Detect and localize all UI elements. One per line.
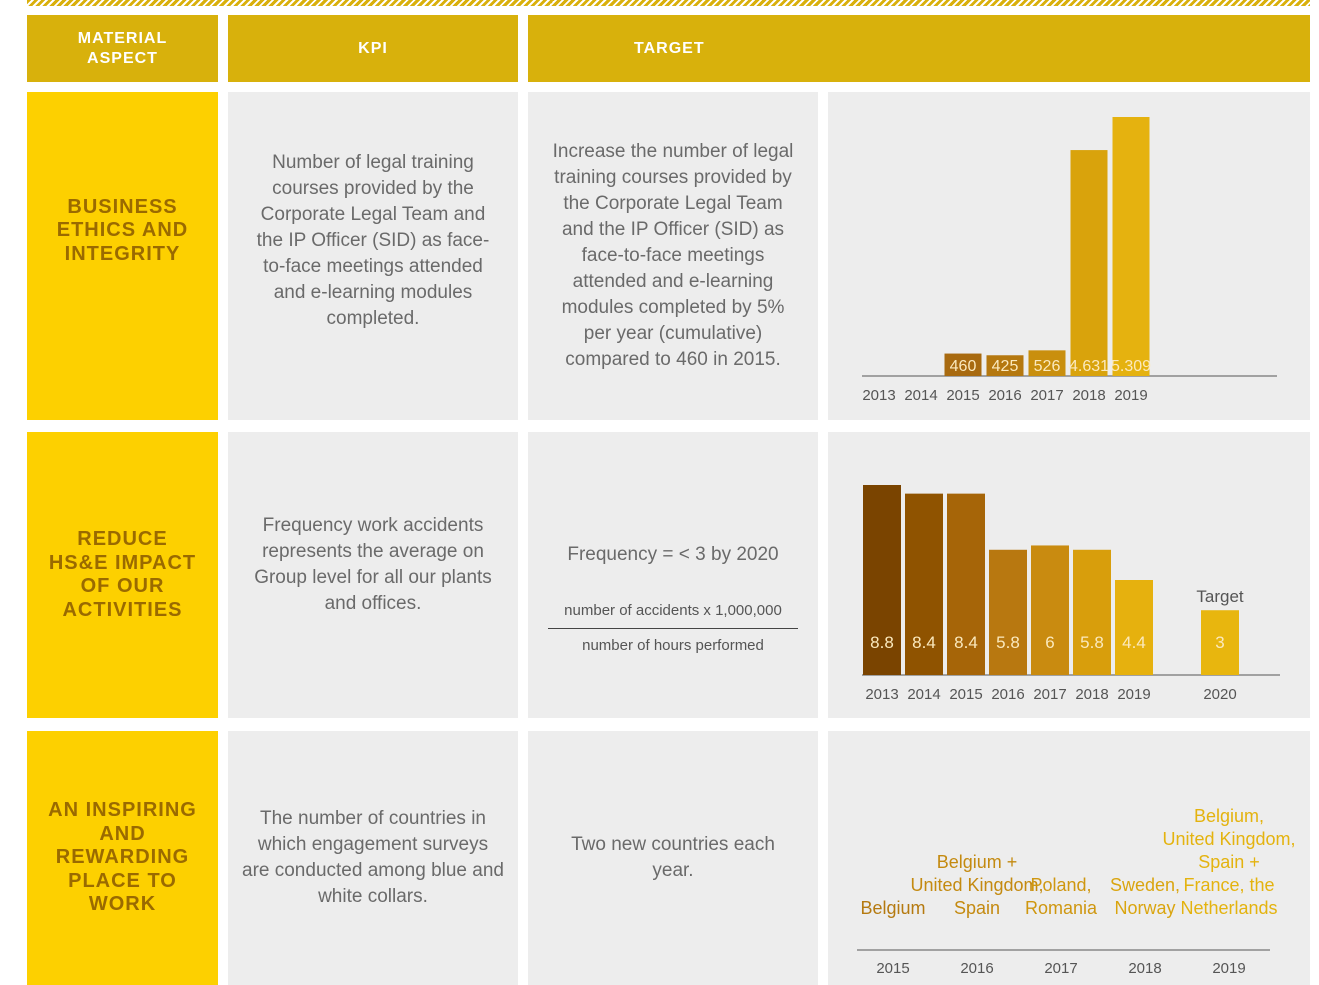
bar: [944, 353, 982, 376]
x-tick-label: 2013: [862, 387, 895, 404]
bar: [1112, 117, 1150, 376]
label-line: Belgium,: [1194, 806, 1264, 826]
label-line: Netherlands: [1180, 898, 1277, 918]
value-label: 5.8: [1080, 633, 1104, 652]
kpi: Number of legal training courses provide…: [228, 92, 518, 420]
chart: 2015 Belgium 2016 Belgium + United Kingdom, S…: [857, 806, 1296, 977]
timeline-label: Belgium: [860, 898, 925, 918]
value-label: 526: [1034, 358, 1061, 375]
x-tick-label: 2020: [1203, 686, 1236, 703]
label-line: Poland,: [1030, 875, 1091, 895]
x-tick-label: 2016: [988, 387, 1021, 404]
label-line: Spain +: [1198, 852, 1260, 872]
value-label: 425: [992, 358, 1019, 375]
header-target: TARGET: [528, 15, 1310, 82]
value-label: 8.4: [912, 633, 936, 652]
x-tick-label: 2015: [949, 686, 982, 703]
value-label: 4.4: [1122, 633, 1146, 652]
value-label: 4.631: [1069, 358, 1109, 375]
x-tick-label: 2018: [1075, 686, 1108, 703]
bar: [905, 493, 943, 675]
annotation: Target: [1196, 587, 1244, 606]
timeline-label: Belgium + United Kingdom, Spain: [910, 852, 1043, 918]
bar: [1028, 350, 1066, 376]
value-label: 6: [1045, 633, 1054, 652]
aspect: BUSINESS ETHICS AND INTEGRITY: [27, 92, 218, 420]
x-tick-label: 2016: [991, 686, 1024, 703]
x-tick-label: 2014: [904, 387, 937, 404]
x-tick-label: 2015: [876, 960, 909, 977]
label-line: Romania: [1025, 898, 1098, 918]
label-line: France, the: [1183, 875, 1274, 895]
label-line: Sweden,: [1110, 875, 1180, 895]
kpi: Frequency work accidents represents the …: [228, 432, 518, 718]
bar: [1201, 610, 1239, 675]
formula-denominator: number of hours performed: [582, 637, 764, 654]
timeline-label: Belgium, United Kingdom, Spain + France, th…: [1162, 806, 1295, 918]
value-label: 460: [950, 358, 977, 375]
bar: [1115, 580, 1153, 675]
x-tick-label: 2017: [1030, 387, 1063, 404]
x-tick-label: 2018: [1072, 387, 1105, 404]
target: Increase the number of legal training co…: [528, 92, 818, 420]
x-tick-label: 2013: [865, 686, 898, 703]
x-tick-label: 2014: [907, 686, 940, 703]
bar: [1070, 150, 1108, 376]
x-tick-label: 2019: [1117, 686, 1150, 703]
bar: [1073, 549, 1111, 675]
kpi: The number of countries in which engagem…: [228, 731, 518, 985]
target-text: Frequency = < 3 by 2020: [567, 544, 779, 565]
bar: [986, 355, 1024, 376]
aspect: AN INSPIRING AND REWARDING PLACE TO WORK: [27, 731, 218, 985]
chart-cell: 2015 Belgium 2016 Belgium + United Kingdom, S…: [828, 731, 1310, 985]
header-aspect: MATERIAL ASPECT: [27, 15, 218, 82]
value-label: 5.8: [996, 633, 1020, 652]
value-label: 8.8: [870, 633, 894, 652]
timeline-label: Sweden, Norway: [1110, 875, 1180, 918]
top-stripe: [27, 0, 1310, 6]
x-tick-label: 2017: [1033, 686, 1066, 703]
x-tick-label: 2018: [1128, 960, 1161, 977]
chart: 2013 8.8 2014 8.4 2015 8.4 2016 5.8 2017 6 2018 5.8…: [862, 485, 1280, 703]
bar: [947, 493, 985, 675]
chart-cell: 2013 8.8 2014 8.4 2015 8.4 2016 5.8 2017 6 2018 5.8…: [828, 432, 1310, 718]
label-line: United Kingdom,: [910, 875, 1043, 895]
bar: [863, 485, 901, 675]
aspect: REDUCE HS&E IMPACT OF OUR ACTIVITIES: [27, 432, 218, 718]
label-line: Belgium +: [937, 852, 1018, 872]
target: Frequency = < 3 by 2020 number of accide…: [528, 432, 818, 718]
x-tick-label: 2016: [960, 960, 993, 977]
label-line: Spain: [954, 898, 1000, 918]
chart-cell: 2013 2014 2015 460 2016 425 2017 526 2018 4.631 20…: [828, 92, 1310, 420]
label-line: Norway: [1114, 898, 1175, 918]
bar: [989, 549, 1027, 675]
target: Two new countries each year.: [528, 731, 818, 985]
x-tick-label: 2017: [1044, 960, 1077, 977]
value-label: 3: [1215, 633, 1224, 652]
x-tick-label: 2015: [946, 387, 979, 404]
x-tick-label: 2019: [1212, 960, 1245, 977]
value-label: 8.4: [954, 633, 978, 652]
timeline-label: Poland, Romania: [1025, 875, 1098, 918]
bar: [1031, 545, 1069, 675]
value-label: 5.309: [1111, 358, 1151, 375]
header-kpi: KPI: [228, 15, 518, 82]
chart: 2013 2014 2015 460 2016 425 2017 526 2018 4.631 20…: [862, 117, 1277, 404]
formula-numerator: number of accidents x 1,000,000: [548, 602, 798, 629]
label-line: United Kingdom,: [1162, 829, 1295, 849]
x-tick-label: 2019: [1114, 387, 1147, 404]
label-line: Belgium: [860, 898, 925, 918]
